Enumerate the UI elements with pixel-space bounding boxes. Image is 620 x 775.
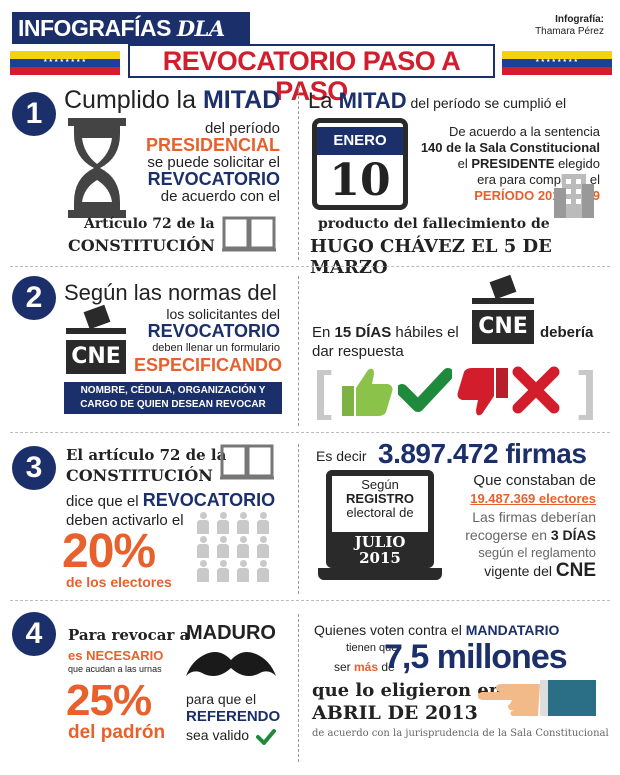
step2-heading: Según las normas del <box>64 280 277 305</box>
step4-urnas: que acudan a las urnas <box>68 664 162 674</box>
pointing-hand-icon <box>478 680 596 716</box>
ballot-box-icon: CNE <box>472 274 534 346</box>
check-icon <box>398 368 452 412</box>
step1-left-text: del período PRESIDENCIAL se puede solici… <box>145 120 280 205</box>
section-divider <box>10 266 610 267</box>
step-4-number: 4 <box>12 612 56 656</box>
step2-right-line2: dar respuesta <box>312 343 404 360</box>
step4-referendo: para que el REFERENDO sea valido <box>186 691 281 743</box>
section-divider <box>10 600 610 601</box>
people-grid-icon <box>196 512 280 584</box>
step3-electors: de los electores <box>66 574 172 590</box>
step3-line4: deben activarlo el <box>66 512 184 529</box>
divider <box>298 86 299 260</box>
step1-right-footer-a: producto del fallecimiento de <box>318 216 550 232</box>
step3-percent: 20% <box>62 525 156 578</box>
calendar-icon: ENERO 10 <box>312 118 408 210</box>
step-1-number: 1 <box>12 92 56 136</box>
step4-footnote: de acuerdo con la jurisprudencia de la S… <box>312 728 609 739</box>
check-icon <box>256 729 276 745</box>
section-divider <box>10 432 610 433</box>
step1-right-footer-b: HUGO CHÁVEZ EL 5 DE MARZO <box>310 236 552 278</box>
thumbs-down-icon <box>457 368 508 416</box>
building-icon <box>554 174 594 218</box>
brand-text: INFOGRAFÍAS <box>18 15 171 41</box>
brand-logo: DLA <box>176 16 225 41</box>
thumbs-up-icon <box>342 368 393 416</box>
credit: Infografía: Thamara Pérez <box>535 14 604 38</box>
step4-line1: Para revocar a <box>68 626 190 644</box>
form-fields-box: NOMBRE, CÉDULA, ORGANIZACIÓN Y CARGO DE … <box>64 382 282 414</box>
bracket-right: ] <box>578 361 596 421</box>
step-2-number: 2 <box>12 276 56 320</box>
step4-maduro: MADURO <box>186 622 276 644</box>
step4-abril: ABRIL DE 2013 <box>312 702 478 724</box>
step4-eligieron: que lo eligieron en <box>312 680 502 701</box>
step1-constitution: CONSTITUCIÓN <box>68 236 215 255</box>
mustache-icon <box>186 652 276 676</box>
step2-right-debería: debería <box>540 324 594 341</box>
step2-left-text: los solicitantes del REVOCATORIO deben l… <box>134 306 283 375</box>
step2-right-line1: En 15 DÍAS hábiles el <box>312 324 459 341</box>
step3-constitution: CONSTITUCIÓN <box>66 466 213 485</box>
divider <box>298 614 299 762</box>
brand-banner: INFOGRAFÍAS DLA <box>12 12 250 44</box>
book-icon <box>220 444 274 480</box>
step1-article: Artículo 72 de la <box>84 216 215 232</box>
step3-firmas: 3.897.472 firmas <box>378 438 587 469</box>
step4-millones: 7,5 millones <box>384 638 568 676</box>
laptop-icon: Según REGISTRO electoral de JULIO 2015 <box>318 470 442 588</box>
divider <box>298 444 299 594</box>
step4-necesario: es NECESARIO <box>68 648 164 663</box>
book-icon <box>222 216 276 252</box>
step1-right-heading: La MITAD del período se cumplió el <box>308 88 567 113</box>
bracket-left: [ <box>314 361 332 421</box>
step4-padron: del padrón <box>68 722 166 743</box>
step3-line1: El artículo 72 de la <box>66 446 227 464</box>
hourglass-icon <box>68 118 126 218</box>
step3-line3: dice que el REVOCATORIO <box>66 490 276 510</box>
step4-ser-mas: ser más de <box>334 660 395 674</box>
step3-right-text: Que constaban de 19.487.369 electores La… <box>465 472 596 581</box>
step4-percent: 25% <box>66 676 152 725</box>
credit-name: Thamara Pérez <box>535 26 604 37</box>
ballot-box-icon: CNE <box>66 304 126 376</box>
step3-es-decir: Es decir <box>316 448 367 464</box>
step4-tienen: tienen que <box>346 642 398 654</box>
step4-right-line1: Quienes voten contra el MANDATARIO <box>314 622 560 638</box>
page-title: REVOCATORIO PASO A PASO <box>128 44 495 106</box>
step-3-number: 3 <box>12 446 56 490</box>
venezuela-flag-icon: ★★★★★★★★ <box>502 51 612 75</box>
x-mark-icon <box>512 366 560 414</box>
venezuela-flag-icon: ★★★★★★★★ <box>10 51 120 75</box>
credit-label: Infografía: <box>555 14 604 25</box>
step1-heading: Cumplido la MITAD <box>64 86 281 114</box>
divider <box>298 276 299 426</box>
